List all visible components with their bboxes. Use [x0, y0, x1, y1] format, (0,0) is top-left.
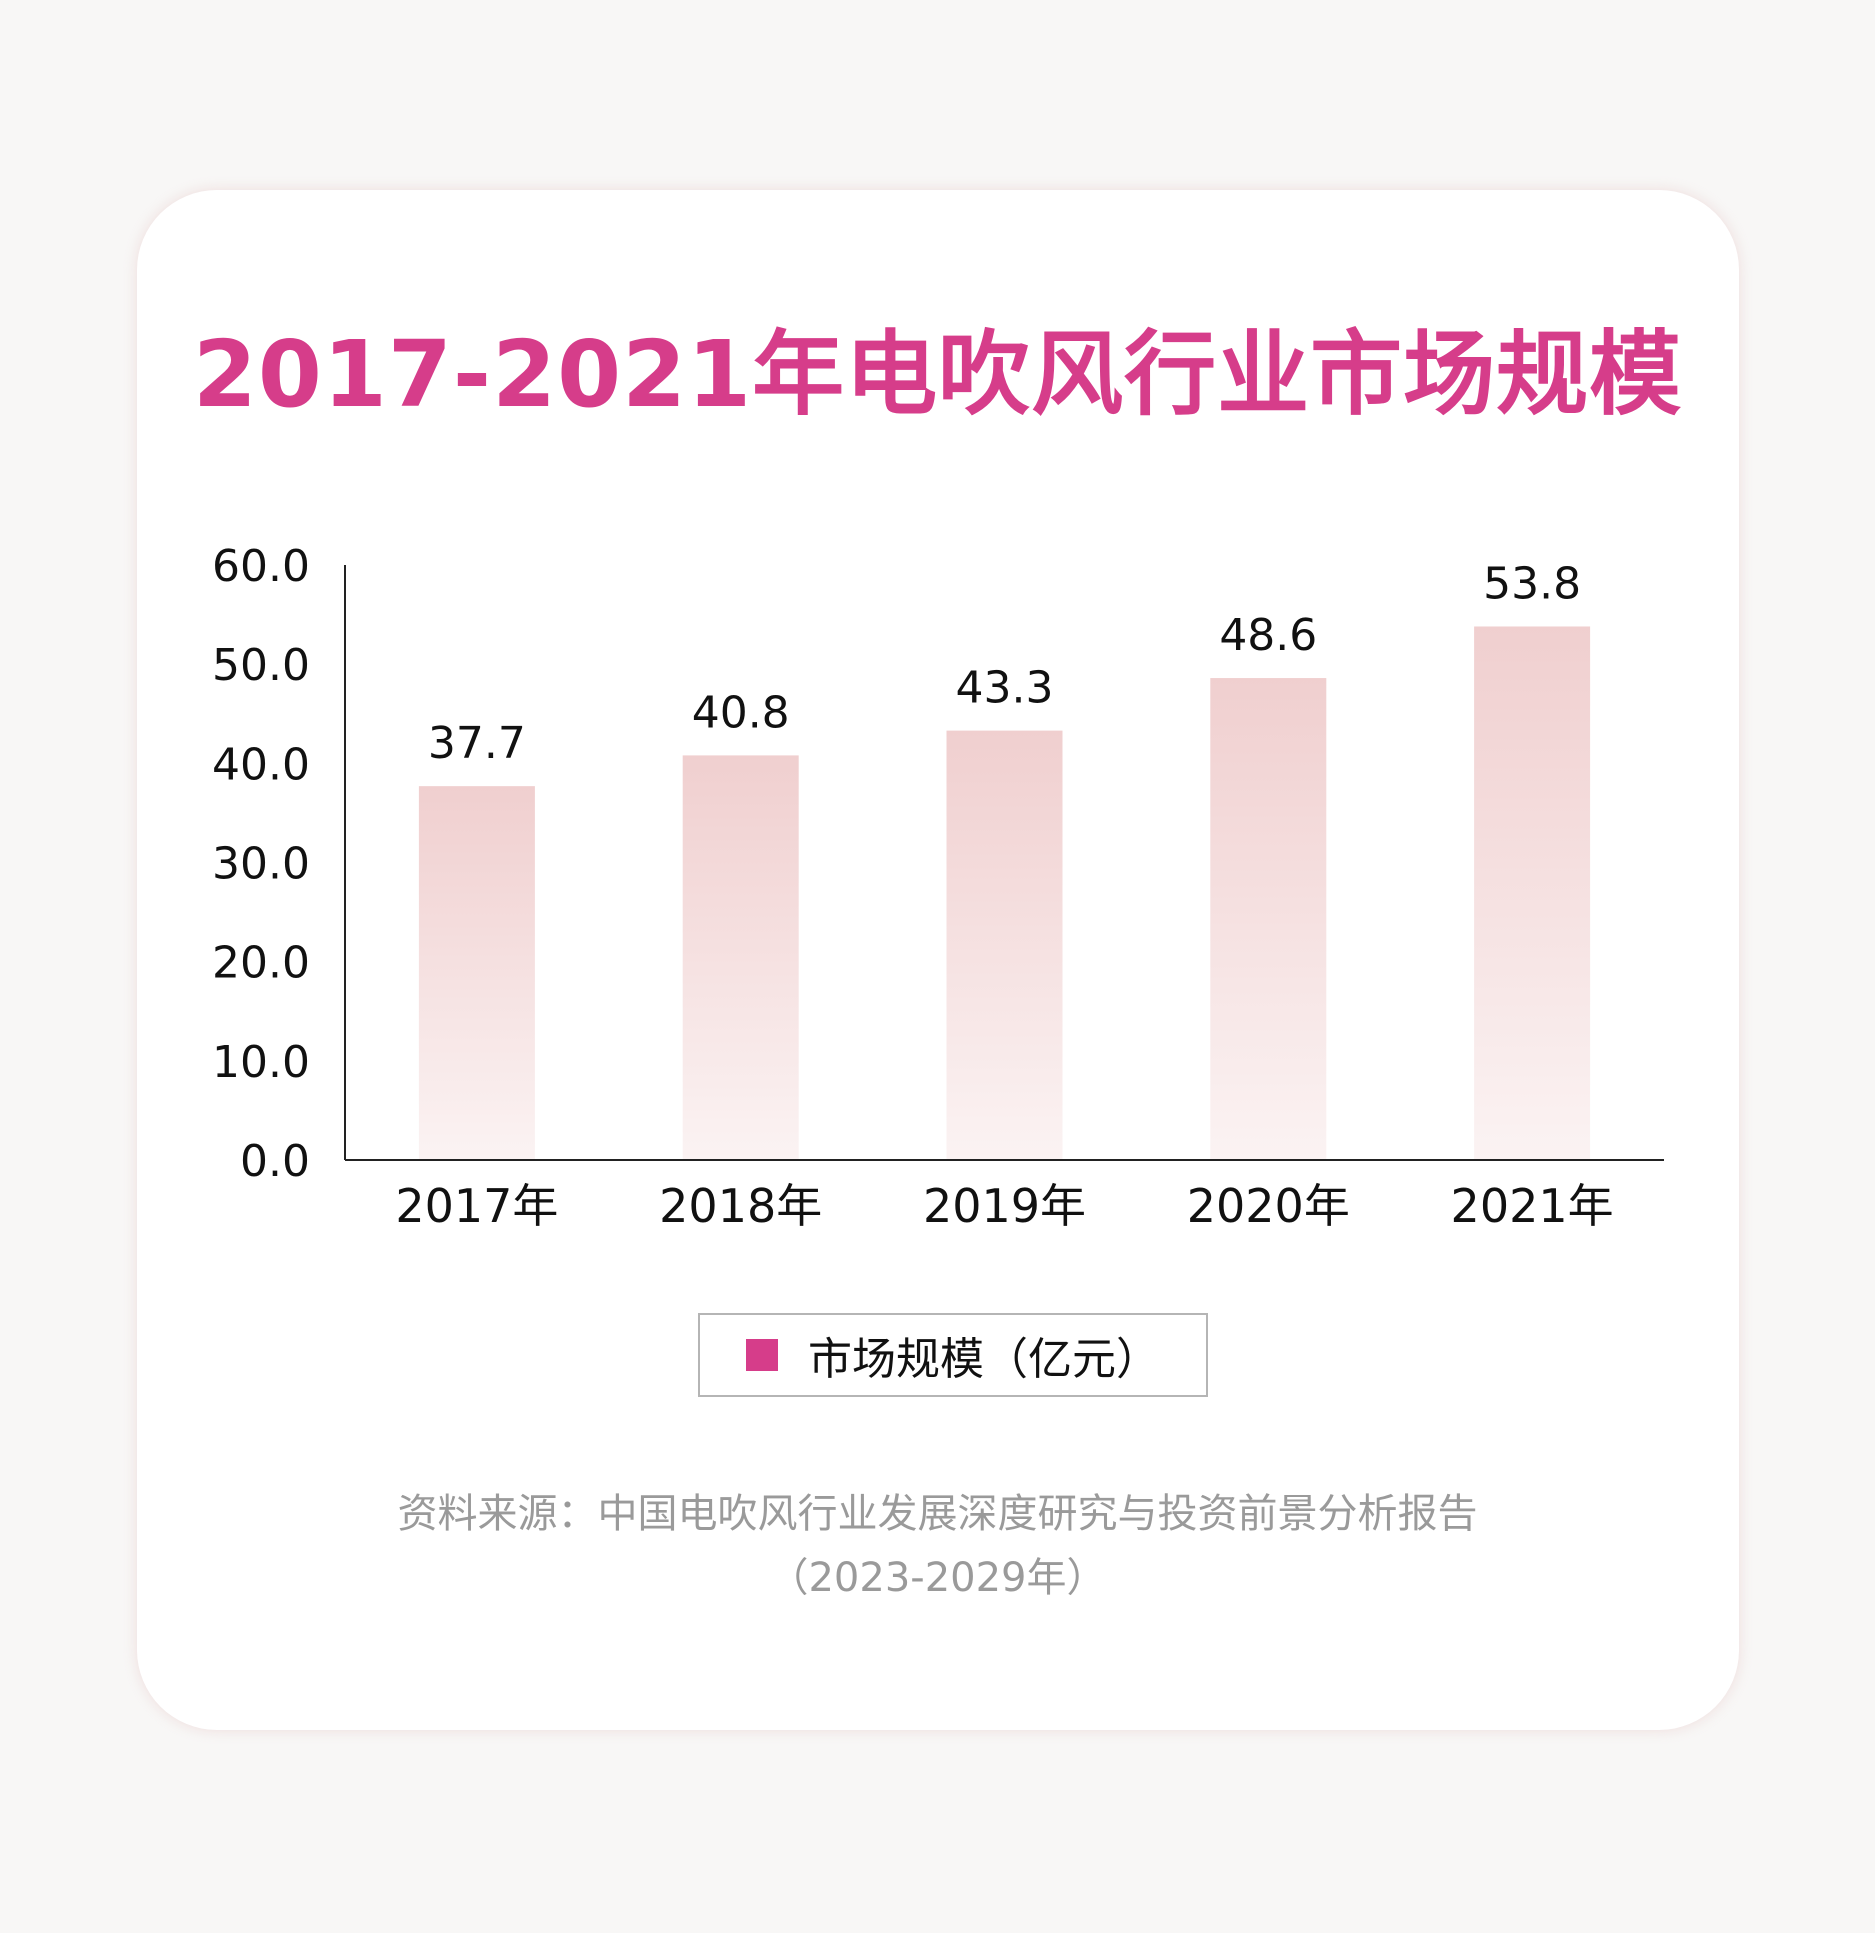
source-line-1: 资料来源：中国电吹风行业发展深度研究与投资前景分析报告	[397, 1491, 1478, 1537]
y-tick-label: 20.0	[212, 938, 310, 989]
chart-title: 2017-2021年电吹风行业市场规模	[192, 321, 1683, 428]
bar-2021年	[1474, 626, 1591, 1160]
legend-label: 市场规模（亿元）	[808, 1334, 1160, 1385]
chart-legend: 市场规模（亿元）	[698, 1313, 1208, 1397]
data-label: 43.3	[956, 663, 1054, 714]
data-label: 53.8	[1483, 558, 1581, 609]
bar-2020年	[1210, 678, 1327, 1160]
x-tick-label: 2019年	[923, 1179, 1086, 1233]
x-tick-label: 2017年	[395, 1179, 558, 1233]
data-label: 48.6	[1219, 610, 1317, 661]
bar-2019年	[946, 730, 1063, 1160]
data-label: 37.7	[428, 718, 526, 769]
chart-card	[137, 190, 1739, 1730]
y-tick-label: 60.0	[212, 541, 310, 592]
source-line-2: （2023-2029年）	[768, 1555, 1107, 1601]
x-tick-label: 2018年	[659, 1179, 822, 1233]
bar-2018年	[682, 755, 799, 1160]
x-tick-label: 2020年	[1187, 1179, 1350, 1233]
y-tick-label: 40.0	[212, 739, 310, 790]
legend-swatch	[746, 1339, 778, 1371]
y-tick-label: 50.0	[212, 640, 310, 691]
y-tick-label: 0.0	[240, 1136, 310, 1187]
source-note: 资料来源：中国电吹风行业发展深度研究与投资前景分析报告 （2023-2029年）	[0, 1482, 1875, 1610]
y-tick-label: 10.0	[212, 1037, 310, 1088]
y-tick-label: 30.0	[212, 839, 310, 890]
data-label: 40.8	[692, 687, 790, 738]
x-tick-label: 2021年	[1451, 1179, 1614, 1233]
bar-2017年	[418, 786, 535, 1160]
